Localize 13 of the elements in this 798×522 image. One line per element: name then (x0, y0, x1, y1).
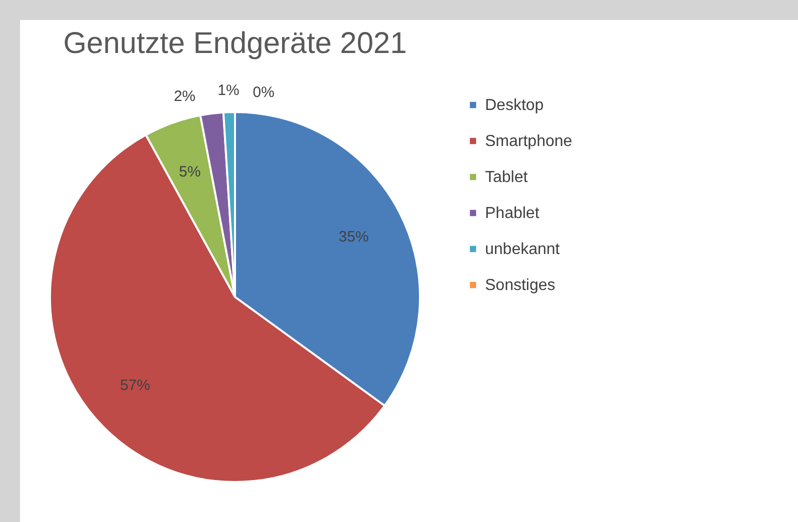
data-label: 2% (174, 88, 196, 106)
legend-label: Tablet (485, 169, 528, 186)
legend-label: unbekannt (485, 241, 560, 258)
data-label: 57% (120, 377, 150, 394)
legend-label: Desktop (485, 97, 544, 114)
legend-label: Phablet (485, 205, 540, 222)
data-label: 1% (218, 82, 240, 100)
legend-label: Sonstiges (485, 277, 556, 294)
legend-label: Smartphone (485, 133, 572, 150)
text: 0% (252, 84, 274, 101)
data-label: 5% (179, 164, 201, 181)
data-label: 35% (338, 228, 369, 246)
chart-title: Genutzte Endgeräte 2021 (63, 27, 407, 60)
